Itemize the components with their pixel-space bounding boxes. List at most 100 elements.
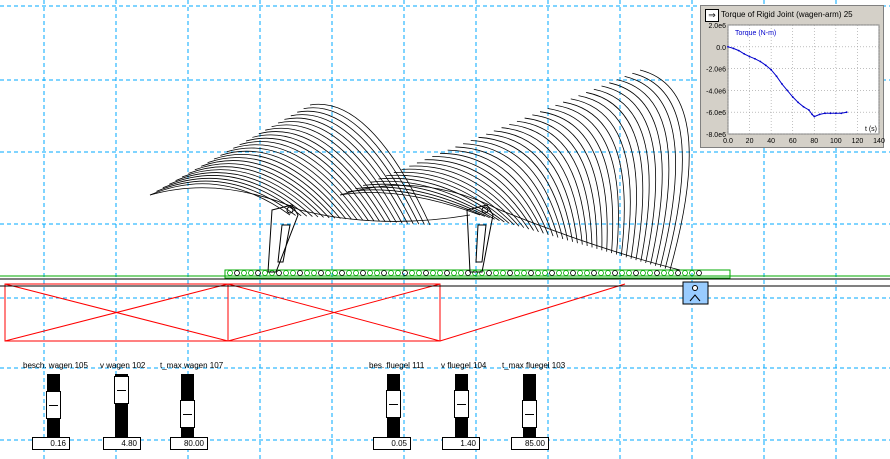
wing-trace-line	[555, 104, 619, 255]
wing-trace-line	[516, 120, 593, 248]
y-tick-label: -4.0e6	[706, 88, 726, 95]
wheel	[668, 270, 674, 276]
wheel	[241, 270, 247, 276]
value-field-v-fluegel[interactable]: 1.40	[442, 437, 480, 450]
data-point	[786, 89, 789, 92]
value-field-t-max-wagen[interactable]: 80.00	[170, 437, 208, 450]
wing-trace-line	[297, 110, 420, 225]
data-point	[802, 105, 805, 108]
x-tick-label: 100	[830, 138, 842, 145]
wheel	[437, 270, 443, 276]
wing-trace-line	[156, 180, 296, 216]
data-point	[775, 75, 778, 78]
slider-v-wagen[interactable]	[114, 374, 129, 439]
value-field-t-max-fluegel[interactable]: 85.00	[511, 437, 549, 450]
x-tick-label: 0.0	[723, 138, 733, 145]
rail-track	[0, 269, 890, 287]
series-line	[727, 46, 847, 118]
slider-v-fluegel[interactable]	[454, 374, 469, 439]
wing-trace-line	[416, 162, 530, 230]
wheel	[444, 270, 450, 276]
wheel	[486, 270, 492, 276]
data-point	[754, 57, 756, 60]
wing-trace-line	[501, 127, 583, 245]
wheel	[654, 270, 660, 276]
wing-trace-line	[194, 163, 330, 219]
wheel	[332, 270, 338, 276]
arrow-right-icon[interactable]: ⇒	[705, 9, 719, 22]
y-tick-label: -8.0e6	[706, 132, 726, 139]
support-legs	[267, 204, 494, 273]
data-point	[829, 112, 832, 115]
value-field-besch-wagen[interactable]: 0.16	[32, 437, 70, 450]
control-label: v wagen 102	[100, 361, 146, 370]
slider-thumb[interactable]	[454, 390, 469, 418]
wheel	[262, 270, 268, 276]
control-label: besch. wagen 105	[23, 361, 88, 370]
wheel	[297, 270, 303, 276]
data-point	[770, 68, 773, 71]
wheel	[570, 270, 576, 276]
wing-trace-line	[386, 174, 510, 224]
data-point	[840, 112, 843, 115]
data-point	[811, 113, 814, 116]
wing-trace-line	[201, 160, 336, 219]
x-tick-label: 80	[810, 138, 818, 145]
wheel	[535, 270, 541, 276]
wing-trace-line	[169, 175, 308, 217]
data-point	[759, 60, 762, 63]
anchor-box[interactable]	[682, 281, 709, 305]
slider-thumb[interactable]	[386, 390, 401, 418]
wheel	[423, 270, 429, 276]
wheel	[514, 270, 520, 276]
value-field-bes-fluegel[interactable]: 0.05	[373, 437, 411, 450]
wheel	[591, 270, 597, 276]
wing-trace-line	[455, 146, 554, 237]
wing-trace-line	[207, 157, 341, 219]
data-point	[807, 109, 810, 111]
wing-trace-line	[586, 92, 644, 261]
slider-thumb[interactable]	[114, 376, 129, 404]
wing-trace-line	[532, 114, 603, 251]
wheel	[472, 270, 478, 276]
wheel	[493, 270, 499, 276]
wheel	[465, 270, 471, 276]
wing-trace-line	[378, 177, 505, 223]
data-point	[813, 115, 816, 118]
wheel	[255, 270, 261, 276]
slider-thumb[interactable]	[46, 391, 61, 419]
torque-meter-window[interactable]: ⇒ Torque of Rigid Joint (wagen-arm) 25 2…	[700, 5, 885, 148]
slider-besch-wagen[interactable]	[46, 374, 61, 439]
data-point	[743, 52, 746, 55]
wing-trace-line	[463, 143, 559, 238]
wheel	[549, 270, 555, 276]
meter-titlebar[interactable]: ⇒ Torque of Rigid Joint (wagen-arm) 25	[703, 8, 881, 22]
wheel	[339, 270, 345, 276]
wing-trace-line	[593, 88, 650, 262]
slider-t-max-fluegel[interactable]	[522, 374, 537, 439]
wing-trace-line	[188, 166, 324, 218]
slider-bes-fluegel[interactable]	[386, 374, 401, 439]
wheel	[283, 270, 289, 276]
wing-trace-line	[258, 131, 386, 223]
wing-trace-line	[175, 172, 313, 217]
value-field-v-wagen[interactable]: 4.80	[103, 437, 141, 450]
slider-t-max-wagen[interactable]	[180, 374, 195, 439]
wing-motion-trace	[149, 69, 690, 271]
wheel	[367, 270, 373, 276]
slider-thumb[interactable]	[180, 400, 195, 428]
wheel	[647, 270, 653, 276]
wing-trace-line	[271, 124, 397, 223]
wing-trace-line	[284, 117, 408, 224]
wing-trace-line	[632, 72, 683, 269]
wheel	[346, 270, 352, 276]
wheel	[374, 270, 380, 276]
slider-thumb[interactable]	[522, 400, 537, 428]
data-point	[727, 45, 729, 48]
wing-trace-line	[309, 103, 431, 226]
data-point	[834, 112, 837, 115]
wheel	[227, 270, 233, 276]
data-point	[797, 101, 800, 104]
x-tick-label: 120	[852, 138, 864, 145]
